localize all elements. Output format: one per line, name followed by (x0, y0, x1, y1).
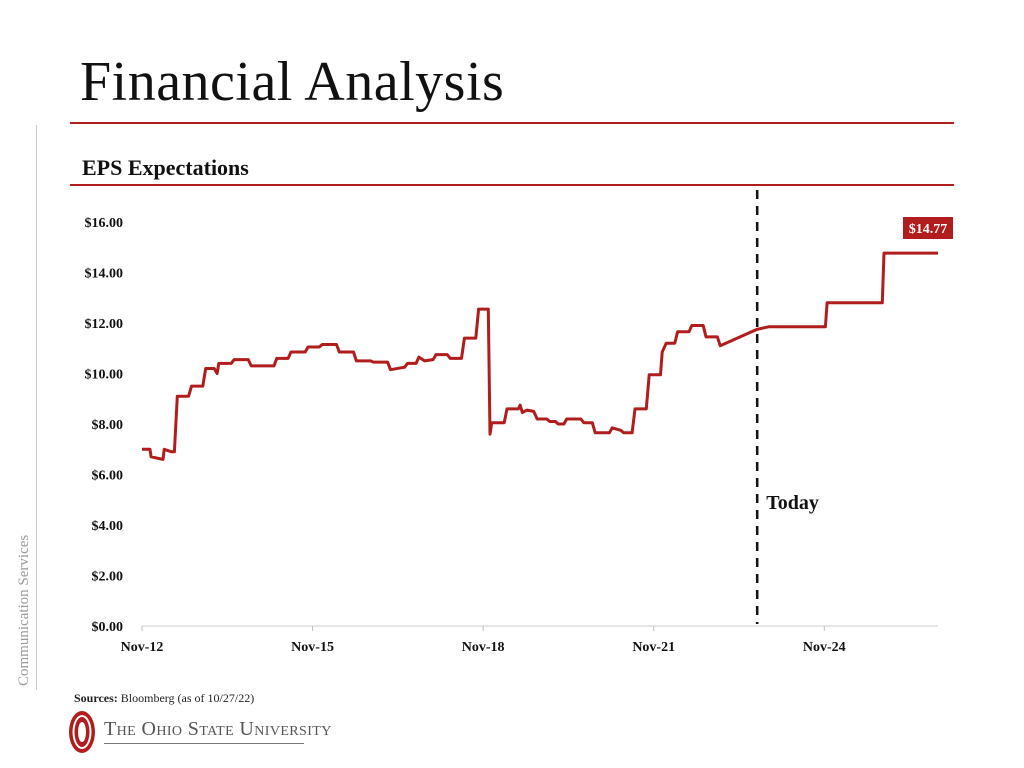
chart-title: EPS Expectations (82, 155, 249, 180)
subtitle-divider (70, 184, 954, 186)
y-tick-label: $10.00 (85, 368, 124, 383)
sources-text: Bloomberg (as of 10/27/22) (120, 691, 255, 705)
x-tick-label: Nov-24 (803, 640, 846, 655)
today-label: Today (766, 492, 819, 514)
title-divider (70, 122, 954, 124)
end-value-badge (903, 217, 953, 239)
annotations: Today $14.77 (755, 190, 953, 624)
x-tick-label: Nov-21 (632, 640, 675, 655)
y-tick-label: $16.00 (85, 216, 124, 231)
y-tick-label: $0.00 (92, 620, 124, 635)
x-tick-label: Nov-18 (462, 640, 505, 655)
x-tick-label: Nov-12 (121, 640, 164, 655)
y-tick-label: $6.00 (92, 469, 124, 484)
y-tick-label: $4.00 (92, 519, 124, 534)
x-tick-label: Nov-15 (291, 640, 334, 655)
side-rule (36, 125, 37, 690)
logo-underline (104, 743, 304, 744)
y-tick-label: $14.00 (85, 267, 124, 282)
university-name: The Ohio State University (104, 718, 332, 740)
end-value-label: $14.77 (909, 222, 948, 237)
slide-title: Financial Analysis (80, 51, 505, 113)
x-axis: Nov-12 Nov-15 Nov-18 Nov-21 Nov-24 (121, 625, 938, 655)
y-tick-label: $2.00 (92, 570, 124, 585)
eps-series-line (142, 251, 938, 461)
y-axis: $0.00 $2.00 $4.00 $6.00 $8.00 $10.00 $12.00 $14… (85, 216, 124, 635)
y-tick-label: $8.00 (92, 418, 124, 433)
ohio-state-logo (69, 711, 95, 753)
sources-label: Sources: (74, 691, 118, 705)
series-layer (142, 251, 938, 461)
y-tick-label: $12.00 (85, 317, 124, 332)
sources-note: Sources: Bloomberg (as of 10/27/22) (74, 691, 254, 706)
